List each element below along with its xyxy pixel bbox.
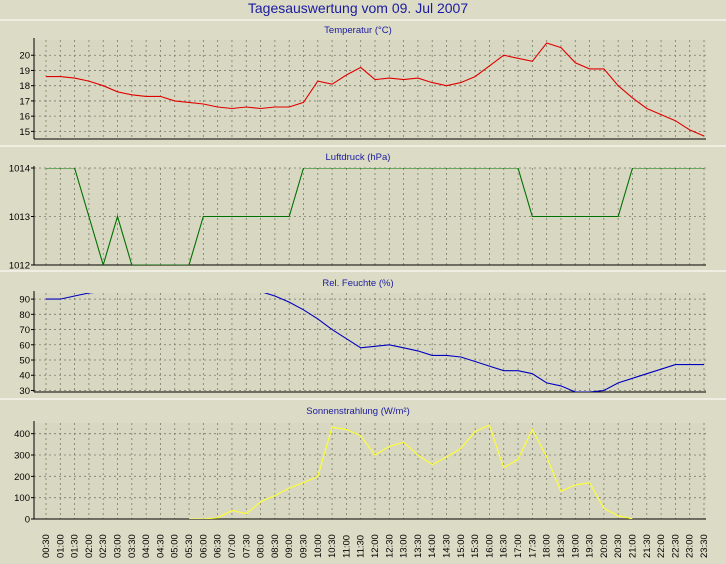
- x-tick-label: 20:00: [599, 534, 610, 558]
- y-tick-label: 60: [19, 340, 30, 351]
- x-tick-label: 11:30: [356, 535, 367, 558]
- y-tick-label: 90: [19, 295, 30, 306]
- x-axis-labels: 00:30 01:00 01:30 02:00 02:30 03:00 03:30 04:00…: [41, 534, 710, 558]
- x-tick-label: 09:30: [298, 534, 309, 558]
- x-tick-label: 17:00: [513, 534, 524, 558]
- x-tick-label: 12:00: [370, 534, 381, 558]
- x-tick-label: 21:30: [642, 534, 653, 558]
- x-tick-label: 18:00: [542, 534, 553, 558]
- y-tick-label: 50: [19, 356, 30, 367]
- x-tick-label: 03:00: [113, 534, 124, 558]
- x-tick-label: 07:30: [241, 534, 252, 558]
- chart-panel-2: Luftdruck (hPa) 1012 1013 1014: [0, 145, 726, 272]
- x-tick-label: 04:30: [155, 534, 166, 558]
- x-tick-label: 21:00: [627, 534, 638, 558]
- x-tick-label: 05:00: [170, 534, 181, 558]
- x-tick-label: 03:30: [127, 534, 138, 558]
- y-tick-label: 18: [19, 81, 30, 92]
- x-tick-label: 02:30: [98, 534, 109, 558]
- x-tick-label: 14:00: [427, 534, 438, 558]
- series-line: [46, 168, 704, 265]
- x-tick-label: 10:30: [327, 534, 338, 558]
- y-tick-label: 0: [25, 515, 30, 526]
- y-tick-label: 400: [14, 429, 30, 440]
- y-tick-label: 1013: [9, 212, 30, 223]
- x-tick-label: 12:30: [384, 534, 395, 558]
- panel-title: Rel. Feuchte (%): [322, 278, 393, 289]
- x-tick-label: 10:00: [313, 534, 324, 558]
- x-tick-label: 07:00: [227, 534, 238, 558]
- x-tick-label: 08:30: [270, 534, 281, 558]
- x-tick-label: 19:30: [585, 534, 596, 558]
- x-tick-label: 01:30: [70, 534, 81, 558]
- y-tick-label: 40: [19, 371, 30, 382]
- x-tick-label: 04:00: [141, 534, 152, 558]
- x-tick-label: 13:00: [399, 534, 410, 558]
- chart-panel-1: Temperatur (°C) 15 16 17 18 19 20: [0, 19, 726, 140]
- plot-area: [34, 293, 706, 392]
- chart-panel-4: Sonnenstrahlung (W/m²) 0 100 200 300 400: [0, 398, 726, 526]
- x-tick-label: 22:30: [670, 534, 681, 558]
- x-tick-label: 09:00: [284, 534, 295, 558]
- x-tick-label: 02:00: [84, 534, 95, 558]
- main-title: Tagesauswertung vom 09. Jul 2007: [248, 0, 468, 16]
- plot-area: [34, 423, 706, 519]
- series-line: [189, 424, 633, 519]
- x-tick-label: 17:30: [527, 534, 538, 558]
- panels: Temperatur (°C) 15 16 17 18 19 20 Luftdruck (hP…: [0, 19, 726, 526]
- y-tick-label: 300: [14, 451, 30, 462]
- x-tick-label: 00:30: [41, 534, 52, 558]
- series-line: [46, 293, 704, 392]
- y-tick-label: 30: [19, 386, 30, 397]
- panel-title: Luftdruck (hPa): [326, 152, 391, 163]
- x-tick-label: 18:30: [556, 534, 567, 558]
- y-tick-label: 15: [19, 127, 30, 138]
- x-tick-label: 23:30: [699, 534, 710, 558]
- x-tick-label: 13:30: [413, 534, 424, 558]
- panel-title: Temperatur (°C): [324, 25, 392, 36]
- y-tick-label: 200: [14, 472, 30, 483]
- y-tick-label: 20: [19, 51, 30, 62]
- chart-panel-3: Rel. Feuchte (%) 30 40 50 60 70 80 90: [0, 270, 726, 397]
- x-tick-label: 23:00: [685, 534, 696, 558]
- series-line: [46, 42, 705, 137]
- y-tick-label: 19: [19, 66, 30, 77]
- x-tick-label: 06:00: [198, 534, 209, 558]
- y-tick-label: 100: [14, 493, 30, 504]
- x-tick-label: 08:00: [256, 534, 267, 558]
- y-tick-label: 1012: [9, 261, 30, 272]
- x-tick-label: 05:30: [184, 534, 195, 558]
- y-tick-label: 16: [19, 112, 30, 123]
- x-tick-label: 15:30: [470, 534, 481, 558]
- y-tick-label: 70: [19, 325, 30, 336]
- x-tick-label: 06:30: [213, 534, 224, 558]
- panel-title: Sonnenstrahlung (W/m²): [306, 406, 409, 417]
- x-tick-label: 14:30: [442, 534, 453, 558]
- x-tick-label: 16:30: [499, 534, 510, 558]
- x-tick-label: 19:00: [570, 534, 581, 558]
- y-tick-label: 1014: [9, 164, 30, 175]
- y-tick-label: 17: [19, 96, 30, 107]
- y-tick-label: 80: [19, 310, 30, 321]
- x-tick-label: 22:00: [656, 534, 667, 558]
- x-tick-label: 01:00: [55, 534, 66, 558]
- x-tick-label: 15:00: [456, 534, 467, 558]
- x-tick-label: 20:30: [613, 534, 624, 558]
- x-tick-label: 16:00: [484, 534, 495, 558]
- x-tick-label: 11:00: [341, 535, 352, 558]
